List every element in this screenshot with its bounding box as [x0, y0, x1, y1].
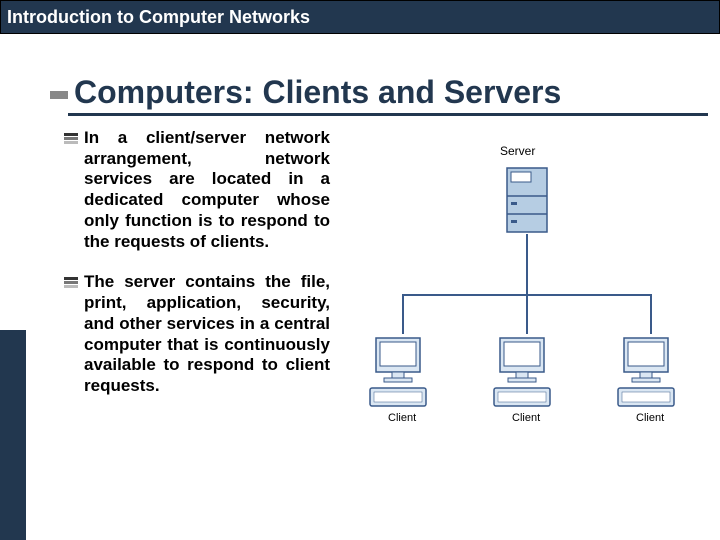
header-bar: Introduction to Computer Networks	[0, 0, 720, 34]
network-line	[402, 294, 404, 334]
bullet-icon	[64, 277, 78, 289]
body-area: In a client/server network arrangement, …	[40, 128, 700, 458]
slide-title-text: Computers: Clients and Servers	[74, 74, 561, 110]
bullet-icon	[64, 133, 78, 145]
bullet-item: The server contains the file, print, app…	[64, 272, 330, 396]
client-icon	[368, 334, 438, 410]
text-column: In a client/server network arrangement, …	[40, 128, 330, 458]
slide-title: Computers: Clients and Servers	[50, 74, 700, 111]
network-line	[526, 294, 528, 334]
client-label: Client	[512, 412, 540, 424]
client-label: Client	[636, 412, 664, 424]
diagram-column: Server Client Client Client	[340, 128, 700, 458]
sidebar-accent	[0, 330, 26, 540]
slide-content: Computers: Clients and Servers In a clie…	[0, 34, 720, 458]
title-row: Computers: Clients and Servers	[40, 74, 700, 116]
server-label: Server	[500, 144, 535, 158]
header-title: Introduction to Computer Networks	[7, 7, 310, 28]
bullet-item: In a client/server network arrangement, …	[64, 128, 330, 252]
client-icon	[616, 334, 686, 410]
server-icon	[505, 166, 549, 234]
client-icon	[492, 334, 562, 410]
title-bullet-icon	[50, 91, 68, 99]
client-label: Client	[388, 412, 416, 424]
network-line	[526, 234, 528, 294]
title-underline	[68, 113, 708, 116]
network-diagram: Server Client Client Client	[360, 138, 680, 458]
bullet-text: The server contains the file, print, app…	[84, 272, 330, 396]
bullet-text: In a client/server network arrangement, …	[84, 128, 330, 252]
network-line	[650, 294, 652, 334]
